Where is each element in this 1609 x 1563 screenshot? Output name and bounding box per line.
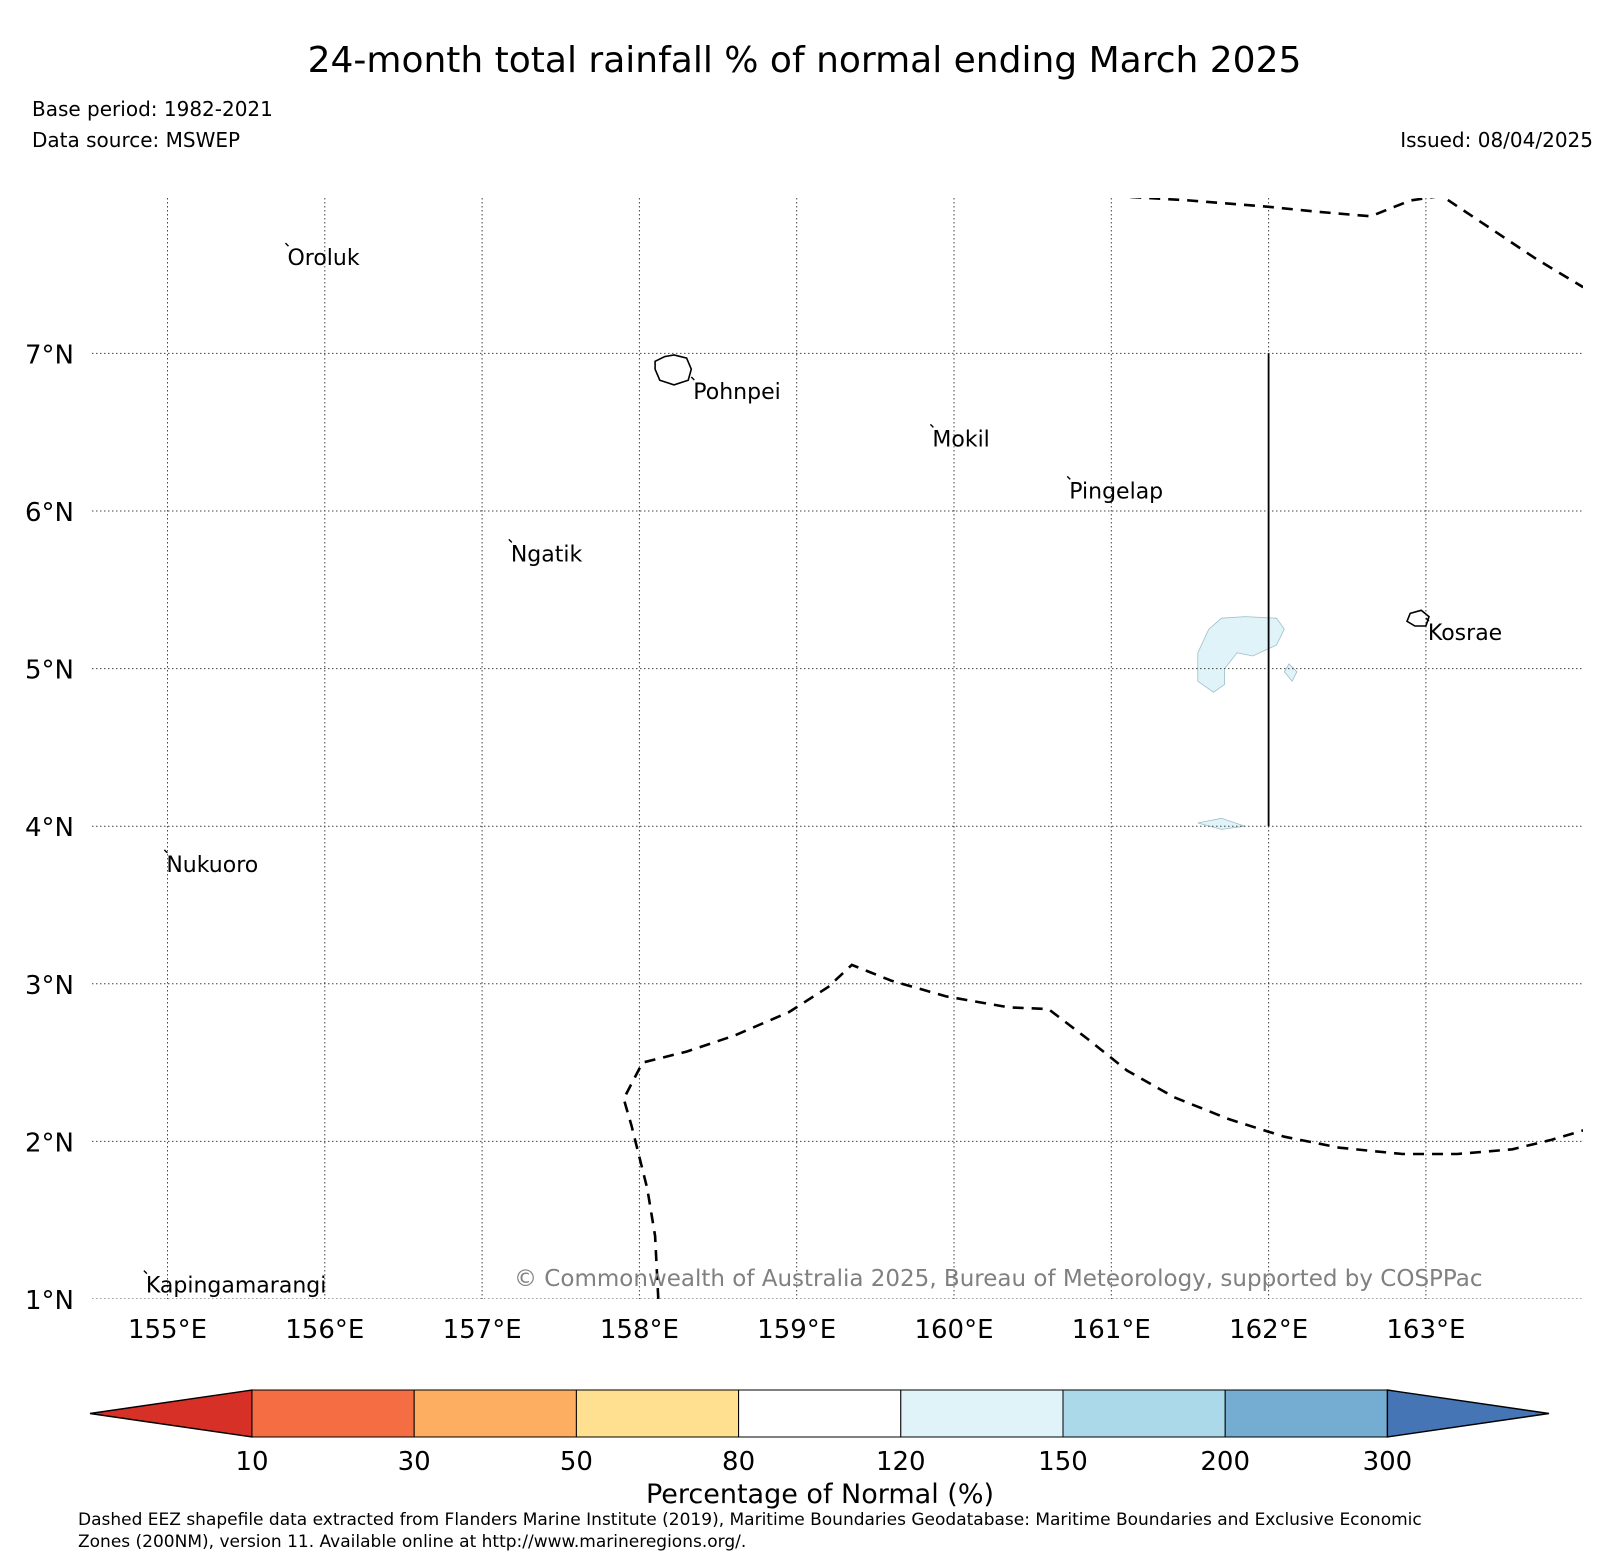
- colorbar-tick-label: 80: [722, 1447, 755, 1477]
- map-plot-area: Oroluk Pohnpei Mokil Pingelap Ngatik Kosrae Nu…: [92, 198, 1583, 1299]
- atoll-mark: [1425, 617, 1430, 622]
- data-source-label: Data source: MSWEP: [32, 128, 241, 152]
- atoll-mark: [284, 242, 289, 247]
- colorbar-tick-label: 120: [876, 1447, 926, 1477]
- lat-tick-label: 5°N: [25, 656, 74, 686]
- chart-title: 24-month total rainfall % of normal endi…: [307, 40, 1302, 81]
- place-label-nukuoro: Nukuoro: [166, 853, 258, 878]
- colorbar-tick-label: 150: [1038, 1447, 1088, 1477]
- rainfall-area: [1197, 817, 1246, 830]
- lat-tick-label: 6°N: [25, 498, 74, 528]
- atoll-mark: [143, 1270, 148, 1275]
- colorbar-segment: [738, 1389, 902, 1438]
- rainfall-area: [1283, 663, 1298, 682]
- colorbar-segment: [575, 1389, 740, 1438]
- atoll-mark: [163, 849, 168, 854]
- lon-tick-label: 157°E: [443, 1315, 522, 1345]
- atoll-mark: [1066, 475, 1071, 480]
- place-label-ngatik: Ngatik: [511, 542, 583, 567]
- colorbar-segment: [1062, 1389, 1226, 1438]
- colorbar-under-arrow: [89, 1389, 253, 1438]
- eez-boundary: [1126, 198, 1583, 289]
- atoll-mark: [508, 538, 513, 543]
- colorbar-label: Percentage of Normal (%): [646, 1479, 994, 1510]
- eez-boundary: [622, 963, 1583, 1299]
- colorbar-segment: [413, 1389, 577, 1438]
- footer-attribution-line-2: Zones (200NM), version 11. Available onl…: [78, 1532, 747, 1552]
- lon-tick-label: 155°E: [128, 1315, 207, 1345]
- rainfall-area: [1197, 616, 1285, 693]
- colorbar-over-arrow: [1386, 1389, 1550, 1438]
- place-label-kosrae: Kosrae: [1428, 621, 1502, 646]
- colorbar-tick-label: 30: [398, 1447, 431, 1477]
- issued-date-label: Issued: 08/04/2025: [1400, 128, 1593, 152]
- lat-tick-label: 4°N: [25, 813, 74, 843]
- lon-tick-label: 159°E: [757, 1315, 836, 1345]
- colorbar-tick-label: 200: [1200, 1447, 1250, 1477]
- lon-tick-label: 162°E: [1229, 1315, 1308, 1345]
- place-label-pingelap: Pingelap: [1069, 479, 1163, 504]
- colorbar-segment: [900, 1389, 1064, 1438]
- lon-tick-label: 161°E: [1072, 1315, 1151, 1345]
- colorbar-tick-label: 300: [1363, 1447, 1413, 1477]
- place-label-oroluk: Oroluk: [287, 246, 359, 271]
- lon-tick-label: 158°E: [600, 1315, 679, 1345]
- atoll-mark: [690, 376, 695, 381]
- pohnpei-island-outline: [654, 354, 693, 386]
- lon-tick-label: 160°E: [914, 1315, 993, 1345]
- place-label-pohnpei: Pohnpei: [693, 380, 780, 405]
- copyright-notice: © Commonwealth of Australia 2025, Bureau…: [514, 1266, 1483, 1292]
- lat-tick-label: 2°N: [25, 1128, 74, 1158]
- lon-tick-label: 163°E: [1386, 1315, 1465, 1345]
- place-label-mokil: Mokil: [932, 427, 989, 452]
- kosrae-island-outline: [1406, 609, 1430, 627]
- colorbar-segment: [251, 1389, 415, 1438]
- lat-tick-label: 3°N: [25, 971, 74, 1001]
- place-label-kapingamarangi: Kapingamarangi: [146, 1274, 326, 1299]
- colorbar: 10 30 50 80 120 150 200 300 Percentage of Normal…: [89, 1389, 1550, 1510]
- lon-tick-label: 156°E: [285, 1315, 364, 1345]
- colorbar-segment: [1224, 1389, 1388, 1438]
- colorbar-tick-label: 50: [560, 1447, 593, 1477]
- lat-tick-label: 1°N: [25, 1286, 74, 1316]
- lat-tick-label: 7°N: [25, 340, 74, 370]
- atoll-mark: [929, 423, 934, 428]
- colorbar-tick-label: 10: [235, 1447, 268, 1477]
- footer-attribution-line-1: Dashed EEZ shapefile data extracted from…: [78, 1510, 1422, 1530]
- base-period-label: Base period: 1982-2021: [32, 97, 273, 121]
